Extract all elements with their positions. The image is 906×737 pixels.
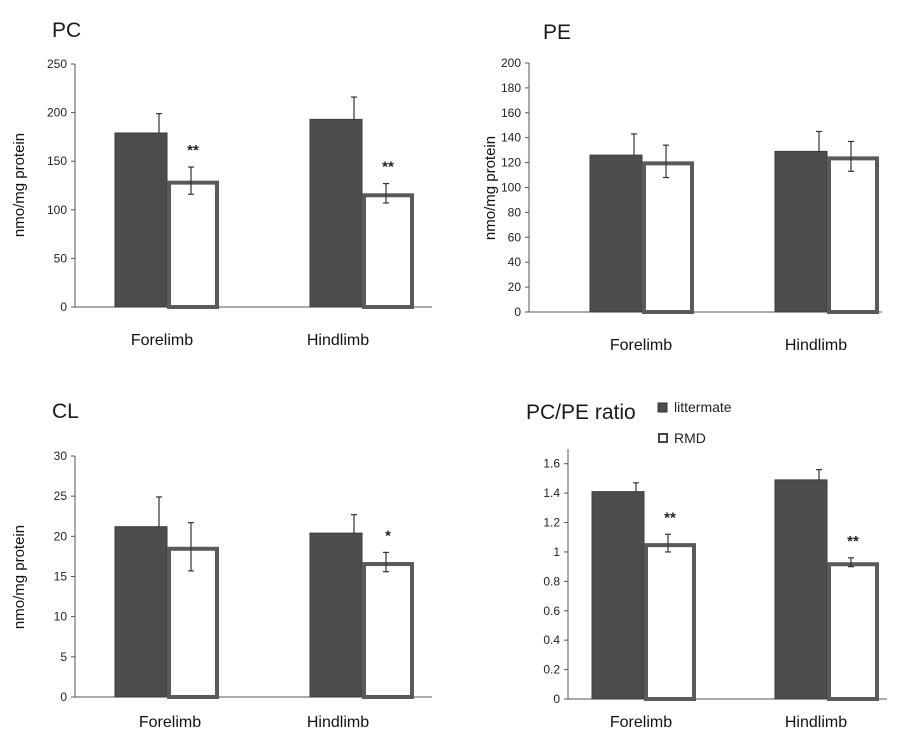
bar-RMD-forelimb (167, 546, 219, 699)
bar-littermate-hindlimb (309, 532, 363, 698)
bar-littermate-forelimb (114, 132, 168, 308)
y-tick-label: 25 (54, 489, 68, 503)
y-tick-label: 50 (54, 251, 68, 265)
panel-title: CL (52, 400, 79, 423)
y-tick-label: 150 (47, 154, 67, 168)
y-tick-label: 0.6 (543, 604, 560, 618)
y-tick-label: 180 (501, 81, 521, 95)
significance-marker: ** (664, 509, 676, 526)
y-tick-label: 60 (508, 230, 522, 244)
category-label: Hindlimb (785, 337, 847, 354)
legend-label-littermate: littermate (674, 399, 732, 415)
legend: littermate RMD (657, 399, 732, 446)
category-label: Hindlimb (307, 332, 369, 349)
y-tick-label: 100 (47, 203, 67, 217)
y-tick-label: 250 (47, 57, 67, 71)
y-tick-label: 0 (60, 690, 67, 704)
panel-2: CL nmo/mg protein 0 5 10 15 20 25 30 Forelimb * Hin… (11, 400, 432, 731)
y-tick-label: 0.2 (543, 663, 560, 677)
bar-RMD-forelimb (167, 180, 219, 309)
panel-1: PE nmo/mg protein 0 20 40 60 80 100 120 140 160 180… (482, 21, 882, 354)
category-label: Forelimb (610, 337, 672, 354)
panel-0: PC nmo/mg protein 0 50 100 150 200 250 ** Forelim… (11, 19, 432, 349)
y-tick-label: 1.2 (543, 516, 560, 530)
legend-swatch-littermate (657, 402, 668, 413)
bar-RMD-hindlimb (362, 193, 414, 309)
y-tick-label: 30 (54, 449, 68, 463)
bar-littermate-hindlimb (774, 479, 828, 700)
significance-marker: ** (382, 159, 394, 176)
y-tick-label: 100 (501, 181, 521, 195)
legend-label-rmd: RMD (674, 430, 706, 446)
bar-RMD-forelimb (644, 543, 696, 702)
panel-3: PC/PE ratio 0 0.2 0.4 0.6 0.8 1 1.2 1.4 1.6 ** Fore… (526, 401, 887, 731)
bar-RMD-hindlimb (362, 562, 414, 699)
bar-littermate-hindlimb (309, 118, 363, 308)
y-tick-label: 0.8 (543, 574, 560, 588)
significance-marker: ** (847, 533, 859, 550)
y-tick-label: 0 (60, 300, 67, 314)
bar-RMD-hindlimb (827, 562, 879, 701)
bar-littermate-forelimb (114, 526, 168, 698)
category-label: Forelimb (139, 714, 201, 731)
legend-swatch-rmd (658, 433, 668, 443)
y-tick-label: 0 (514, 305, 521, 319)
y-axis-label: nmo/mg protein (11, 133, 28, 237)
bar-RMD-hindlimb (827, 156, 879, 314)
bar-littermate-forelimb (589, 154, 643, 313)
bar-littermate-hindlimb (774, 150, 828, 313)
category-label: Hindlimb (785, 714, 847, 731)
significance-marker: * (385, 527, 391, 544)
panel-title: PC (52, 19, 81, 42)
y-tick-label: 0.4 (543, 633, 560, 647)
category-label: Hindlimb (307, 714, 369, 731)
y-tick-label: 120 (501, 156, 521, 170)
y-tick-label: 1.6 (543, 457, 560, 471)
y-tick-label: 0 (553, 692, 560, 706)
panel-title: PC/PE ratio (526, 401, 636, 424)
y-tick-label: 80 (508, 205, 522, 219)
bar-RMD-forelimb (642, 161, 694, 314)
y-tick-label: 140 (501, 131, 521, 145)
category-label: Forelimb (131, 332, 193, 349)
y-tick-label: 20 (54, 529, 68, 543)
panel-title: PE (543, 21, 571, 44)
y-axis-label: nmo/mg protein (482, 136, 499, 240)
significance-marker: ** (187, 142, 199, 159)
bar-littermate-forelimb (591, 491, 645, 700)
y-tick-label: 5 (60, 650, 67, 664)
y-tick-label: 1.4 (543, 486, 560, 500)
y-tick-label: 160 (501, 106, 521, 120)
y-tick-label: 200 (501, 56, 521, 70)
y-axis-label: nmo/mg protein (11, 525, 28, 629)
category-label: Forelimb (610, 714, 672, 731)
y-tick-label: 40 (508, 255, 522, 269)
y-tick-label: 10 (54, 610, 68, 624)
y-tick-label: 15 (54, 570, 68, 584)
y-tick-label: 1 (553, 545, 560, 559)
y-tick-label: 20 (508, 280, 522, 294)
y-tick-label: 200 (47, 106, 67, 120)
